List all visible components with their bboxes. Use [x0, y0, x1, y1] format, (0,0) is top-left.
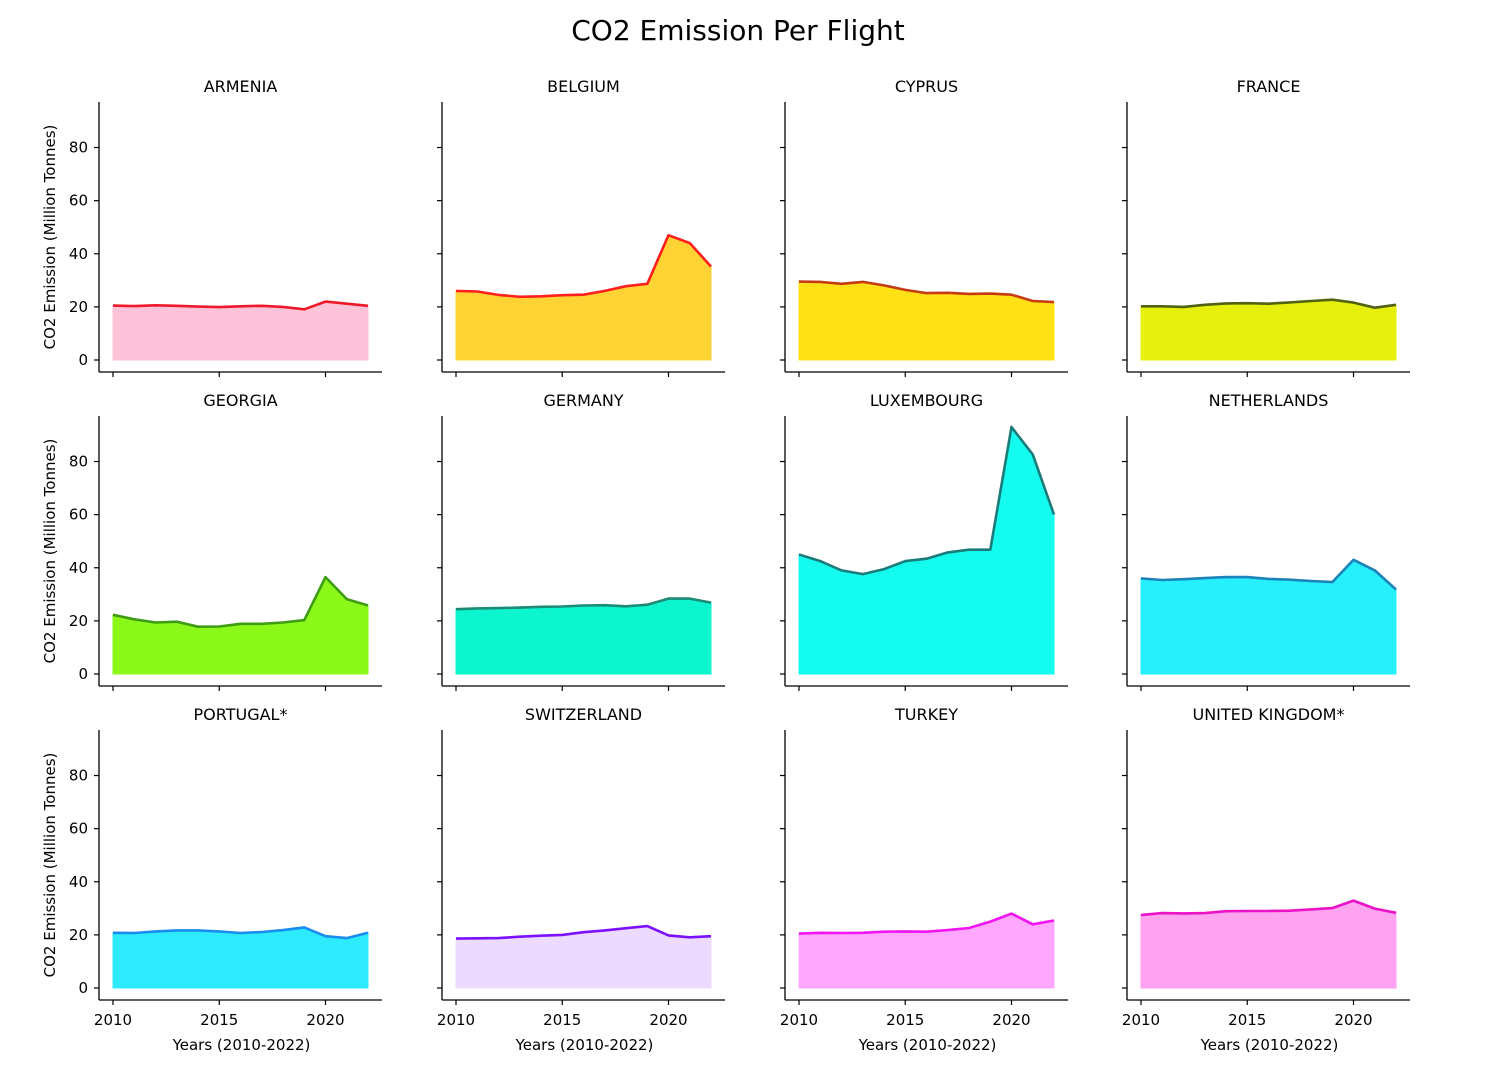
panel-title: PORTUGAL* — [194, 705, 288, 724]
y-tick-label: 40 — [69, 245, 88, 263]
area-fill — [455, 598, 712, 675]
x-tick-label: 2015 — [543, 1011, 581, 1029]
y-tick-label: 40 — [69, 559, 88, 577]
panel-title: NETHERLANDS — [1209, 391, 1329, 410]
panel-title: TURKEY — [894, 705, 958, 724]
panel-belgium: BELGIUM — [437, 77, 725, 377]
y-tick-label: 0 — [78, 351, 88, 369]
x-axis-label: Years (2010-2022) — [858, 1036, 997, 1054]
panel-title: GERMANY — [543, 391, 623, 410]
x-tick-label: 2010 — [1122, 1011, 1160, 1029]
y-axis-label: CO2 Emission (Million Tonnes) — [41, 753, 59, 978]
x-tick-label: 2010 — [94, 1011, 132, 1029]
y-tick-label: 20 — [69, 926, 88, 944]
x-tick-label: 2020 — [1334, 1011, 1372, 1029]
panel-portugal: PORTUGAL* 0 20 40 60 80 2010 2015 2020 CO2 Emissi… — [41, 705, 382, 1054]
area-fill — [1140, 299, 1397, 361]
area-fill — [455, 234, 712, 361]
y-axis-label: CO2 Emission (Million Tonnes) — [41, 439, 59, 664]
panel-united-kingdom: UNITED KINGDOM* 2010 2015 2020 Years (2010-2… — [1122, 705, 1410, 1054]
area-fill — [1140, 559, 1397, 675]
panel-turkey: TURKEY 2010 2015 2020 Years (2010-2022) — [780, 705, 1068, 1054]
panel-title: UNITED KINGDOM* — [1193, 705, 1345, 724]
y-tick-label: 60 — [69, 192, 88, 210]
y-tick-label: 60 — [69, 506, 88, 524]
panel-netherlands: NETHERLANDS — [1122, 391, 1410, 691]
panel-title: SWITZERLAND — [525, 705, 642, 724]
area-fill — [112, 301, 369, 361]
x-tick-label: 2020 — [649, 1011, 687, 1029]
y-tick-label: 60 — [69, 820, 88, 838]
y-tick-label: 80 — [69, 453, 88, 471]
y-tick-label: 20 — [69, 612, 88, 630]
panel-title: FRANCE — [1237, 77, 1301, 96]
x-tick-label: 2020 — [306, 1011, 344, 1029]
y-axis-label: CO2 Emission (Million Tonnes) — [41, 125, 59, 350]
y-tick-label: 20 — [69, 298, 88, 316]
x-axis-label: Years (2010-2022) — [515, 1036, 654, 1054]
x-tick-label: 2010 — [780, 1011, 818, 1029]
y-tick-label: 40 — [69, 873, 88, 891]
x-tick-label: 2015 — [886, 1011, 924, 1029]
panel-france: FRANCE — [1122, 77, 1410, 377]
y-tick-label: 80 — [69, 767, 88, 785]
panel-title: BELGIUM — [547, 77, 620, 96]
x-axis-label: Years (2010-2022) — [1200, 1036, 1339, 1054]
panel-title: LUXEMBOURG — [870, 391, 983, 410]
panel-germany: GERMANY — [437, 391, 725, 691]
panel-luxembourg: LUXEMBOURG — [780, 391, 1068, 691]
chart-title: CO2 Emission Per Flight — [571, 14, 904, 47]
area-fill — [798, 425, 1055, 675]
x-tick-label: 2015 — [200, 1011, 238, 1029]
y-tick-label: 0 — [78, 665, 88, 683]
y-tick-label: 0 — [78, 979, 88, 997]
panel-georgia: GEORGIA 0 20 40 60 80 CO2 Emission (Million To… — [41, 391, 382, 691]
panel-switzerland: SWITZERLAND 2010 2015 2020 Years (2010-2022) — [437, 705, 725, 1054]
panel-armenia: ARMENIA 0 20 40 60 80 CO2 Emission (Million To… — [41, 77, 382, 377]
y-tick-label: 80 — [69, 139, 88, 157]
panel-cyprus: CYPRUS — [780, 77, 1068, 377]
panel-title: GEORGIA — [203, 391, 277, 410]
area-fill — [798, 913, 1055, 989]
panel-title: CYPRUS — [895, 77, 958, 96]
panel-title: ARMENIA — [204, 77, 278, 96]
x-tick-label: 2010 — [437, 1011, 475, 1029]
area-fill — [112, 576, 369, 675]
x-tick-label: 2020 — [992, 1011, 1030, 1029]
x-axis-label: Years (2010-2022) — [172, 1036, 311, 1054]
panel-grid: ARMENIA 0 20 40 60 80 CO2 Emission (Million To… — [41, 77, 1410, 1054]
x-tick-label: 2015 — [1228, 1011, 1266, 1029]
